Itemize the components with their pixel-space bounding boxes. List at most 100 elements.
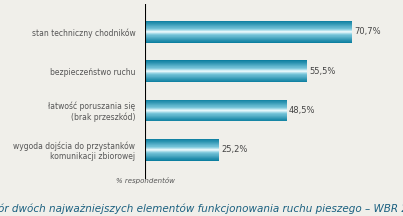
Bar: [145, 109, 287, 110]
Bar: [145, 30, 352, 31]
Bar: [145, 142, 219, 143]
Bar: [145, 150, 219, 151]
Bar: [145, 110, 287, 111]
Text: 25,2%: 25,2%: [221, 145, 247, 154]
Bar: [145, 37, 352, 38]
Bar: [145, 102, 287, 103]
Bar: [145, 81, 307, 82]
Bar: [145, 71, 307, 72]
Bar: [145, 107, 287, 108]
Bar: [145, 153, 219, 154]
Bar: [145, 106, 287, 107]
Bar: [145, 76, 307, 77]
Text: Wybór dwóch najważniejszych elementów funkcjonowania ruchu pieszego – WBR 2005: Wybór dwóch najważniejszych elementów fu…: [0, 203, 403, 214]
Bar: [145, 66, 307, 67]
Bar: [145, 151, 219, 152]
Bar: [145, 144, 219, 145]
Bar: [145, 32, 352, 33]
Bar: [145, 108, 287, 109]
Bar: [145, 149, 219, 150]
Bar: [145, 150, 219, 151]
Bar: [145, 152, 219, 153]
Bar: [145, 70, 307, 71]
Bar: [145, 67, 307, 68]
Bar: [145, 38, 352, 39]
Bar: [145, 79, 307, 80]
Bar: [145, 116, 287, 117]
Bar: [145, 23, 352, 24]
Bar: [145, 65, 307, 66]
Bar: [145, 24, 352, 25]
Bar: [145, 32, 352, 33]
Bar: [145, 114, 287, 115]
Bar: [145, 74, 307, 75]
Bar: [145, 41, 352, 42]
Bar: [145, 27, 352, 28]
Bar: [145, 31, 352, 32]
Bar: [145, 101, 287, 102]
Bar: [145, 61, 307, 62]
Bar: [145, 105, 287, 106]
Bar: [145, 103, 287, 104]
Bar: [145, 62, 307, 63]
Bar: [145, 119, 287, 120]
Bar: [145, 68, 307, 69]
Bar: [145, 115, 287, 116]
Bar: [145, 80, 307, 81]
Bar: [145, 156, 219, 157]
Bar: [145, 25, 352, 26]
Bar: [145, 158, 219, 159]
Bar: [145, 64, 307, 65]
Bar: [145, 35, 352, 36]
Bar: [145, 152, 219, 153]
Bar: [145, 113, 287, 114]
Bar: [145, 148, 219, 149]
Bar: [145, 33, 352, 34]
Bar: [145, 118, 287, 119]
Text: 70,7%: 70,7%: [354, 27, 380, 36]
Text: 55,5%: 55,5%: [310, 67, 336, 76]
Bar: [145, 67, 307, 68]
Text: % respondentów: % respondentów: [116, 177, 174, 184]
Bar: [145, 140, 219, 141]
Bar: [145, 104, 287, 105]
Bar: [145, 73, 307, 74]
Bar: [145, 102, 287, 103]
Bar: [145, 143, 219, 144]
Bar: [145, 29, 352, 30]
Bar: [145, 157, 219, 158]
Bar: [145, 145, 219, 146]
Bar: [145, 147, 219, 148]
Bar: [145, 42, 352, 43]
Bar: [145, 154, 219, 155]
Bar: [145, 68, 307, 69]
Bar: [145, 72, 307, 73]
Bar: [145, 141, 219, 142]
Bar: [145, 33, 352, 34]
Bar: [145, 22, 352, 23]
Bar: [145, 159, 219, 160]
Bar: [145, 28, 352, 29]
Bar: [145, 21, 352, 22]
Bar: [145, 139, 219, 140]
Bar: [145, 34, 352, 35]
Bar: [145, 159, 219, 160]
Bar: [145, 81, 307, 82]
Bar: [145, 155, 219, 156]
Bar: [145, 40, 352, 41]
Bar: [145, 63, 307, 64]
Bar: [145, 39, 352, 40]
Bar: [145, 115, 287, 116]
Bar: [145, 101, 287, 102]
Bar: [145, 75, 307, 76]
Bar: [145, 111, 287, 112]
Bar: [145, 78, 307, 79]
Bar: [145, 80, 307, 81]
Bar: [145, 151, 219, 152]
Bar: [145, 158, 219, 159]
Bar: [145, 36, 352, 37]
Bar: [145, 69, 307, 70]
Bar: [145, 112, 287, 113]
Bar: [145, 117, 287, 118]
Bar: [145, 160, 219, 161]
